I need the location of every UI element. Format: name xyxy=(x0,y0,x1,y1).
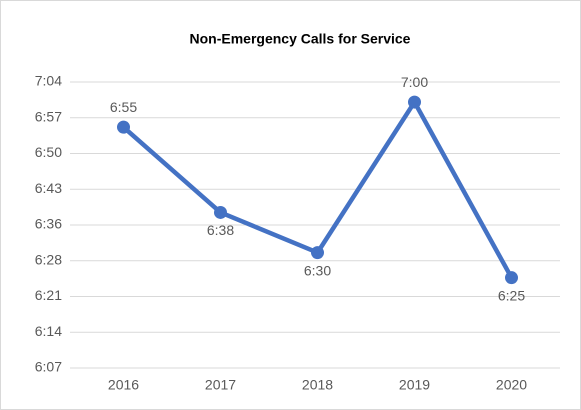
y-tick-label: 6:36 xyxy=(35,216,62,232)
x-tick-label: 2018 xyxy=(302,377,333,393)
y-tick-label: 7:04 xyxy=(35,73,62,89)
x-tick-label: 2017 xyxy=(205,377,236,393)
y-tick-label: 6:43 xyxy=(35,180,62,196)
point xyxy=(117,120,130,134)
data-label: 6:30 xyxy=(304,262,331,278)
y-tick-label: 6:28 xyxy=(35,251,62,267)
point xyxy=(505,271,518,285)
y-tick-label: 6:14 xyxy=(35,323,62,339)
x-tick-label: 2020 xyxy=(496,377,527,393)
data-label: 6:38 xyxy=(207,222,234,238)
point xyxy=(214,205,227,219)
point xyxy=(408,95,421,109)
data-label: 6:55 xyxy=(110,99,137,115)
y-tick-label: 6:50 xyxy=(35,144,62,160)
y-tick-label: 6:57 xyxy=(35,108,62,124)
y-tick-label: 6:07 xyxy=(35,359,62,375)
point xyxy=(311,246,324,260)
x-tick-label: 2019 xyxy=(399,377,430,393)
chart-title: Non-Emergency Calls for Service xyxy=(190,31,411,47)
x-tick-label: 2016 xyxy=(108,377,139,393)
data-label: 6:25 xyxy=(498,287,525,303)
y-tick-label: 6:21 xyxy=(35,287,62,303)
data-label: 7:00 xyxy=(401,74,428,90)
